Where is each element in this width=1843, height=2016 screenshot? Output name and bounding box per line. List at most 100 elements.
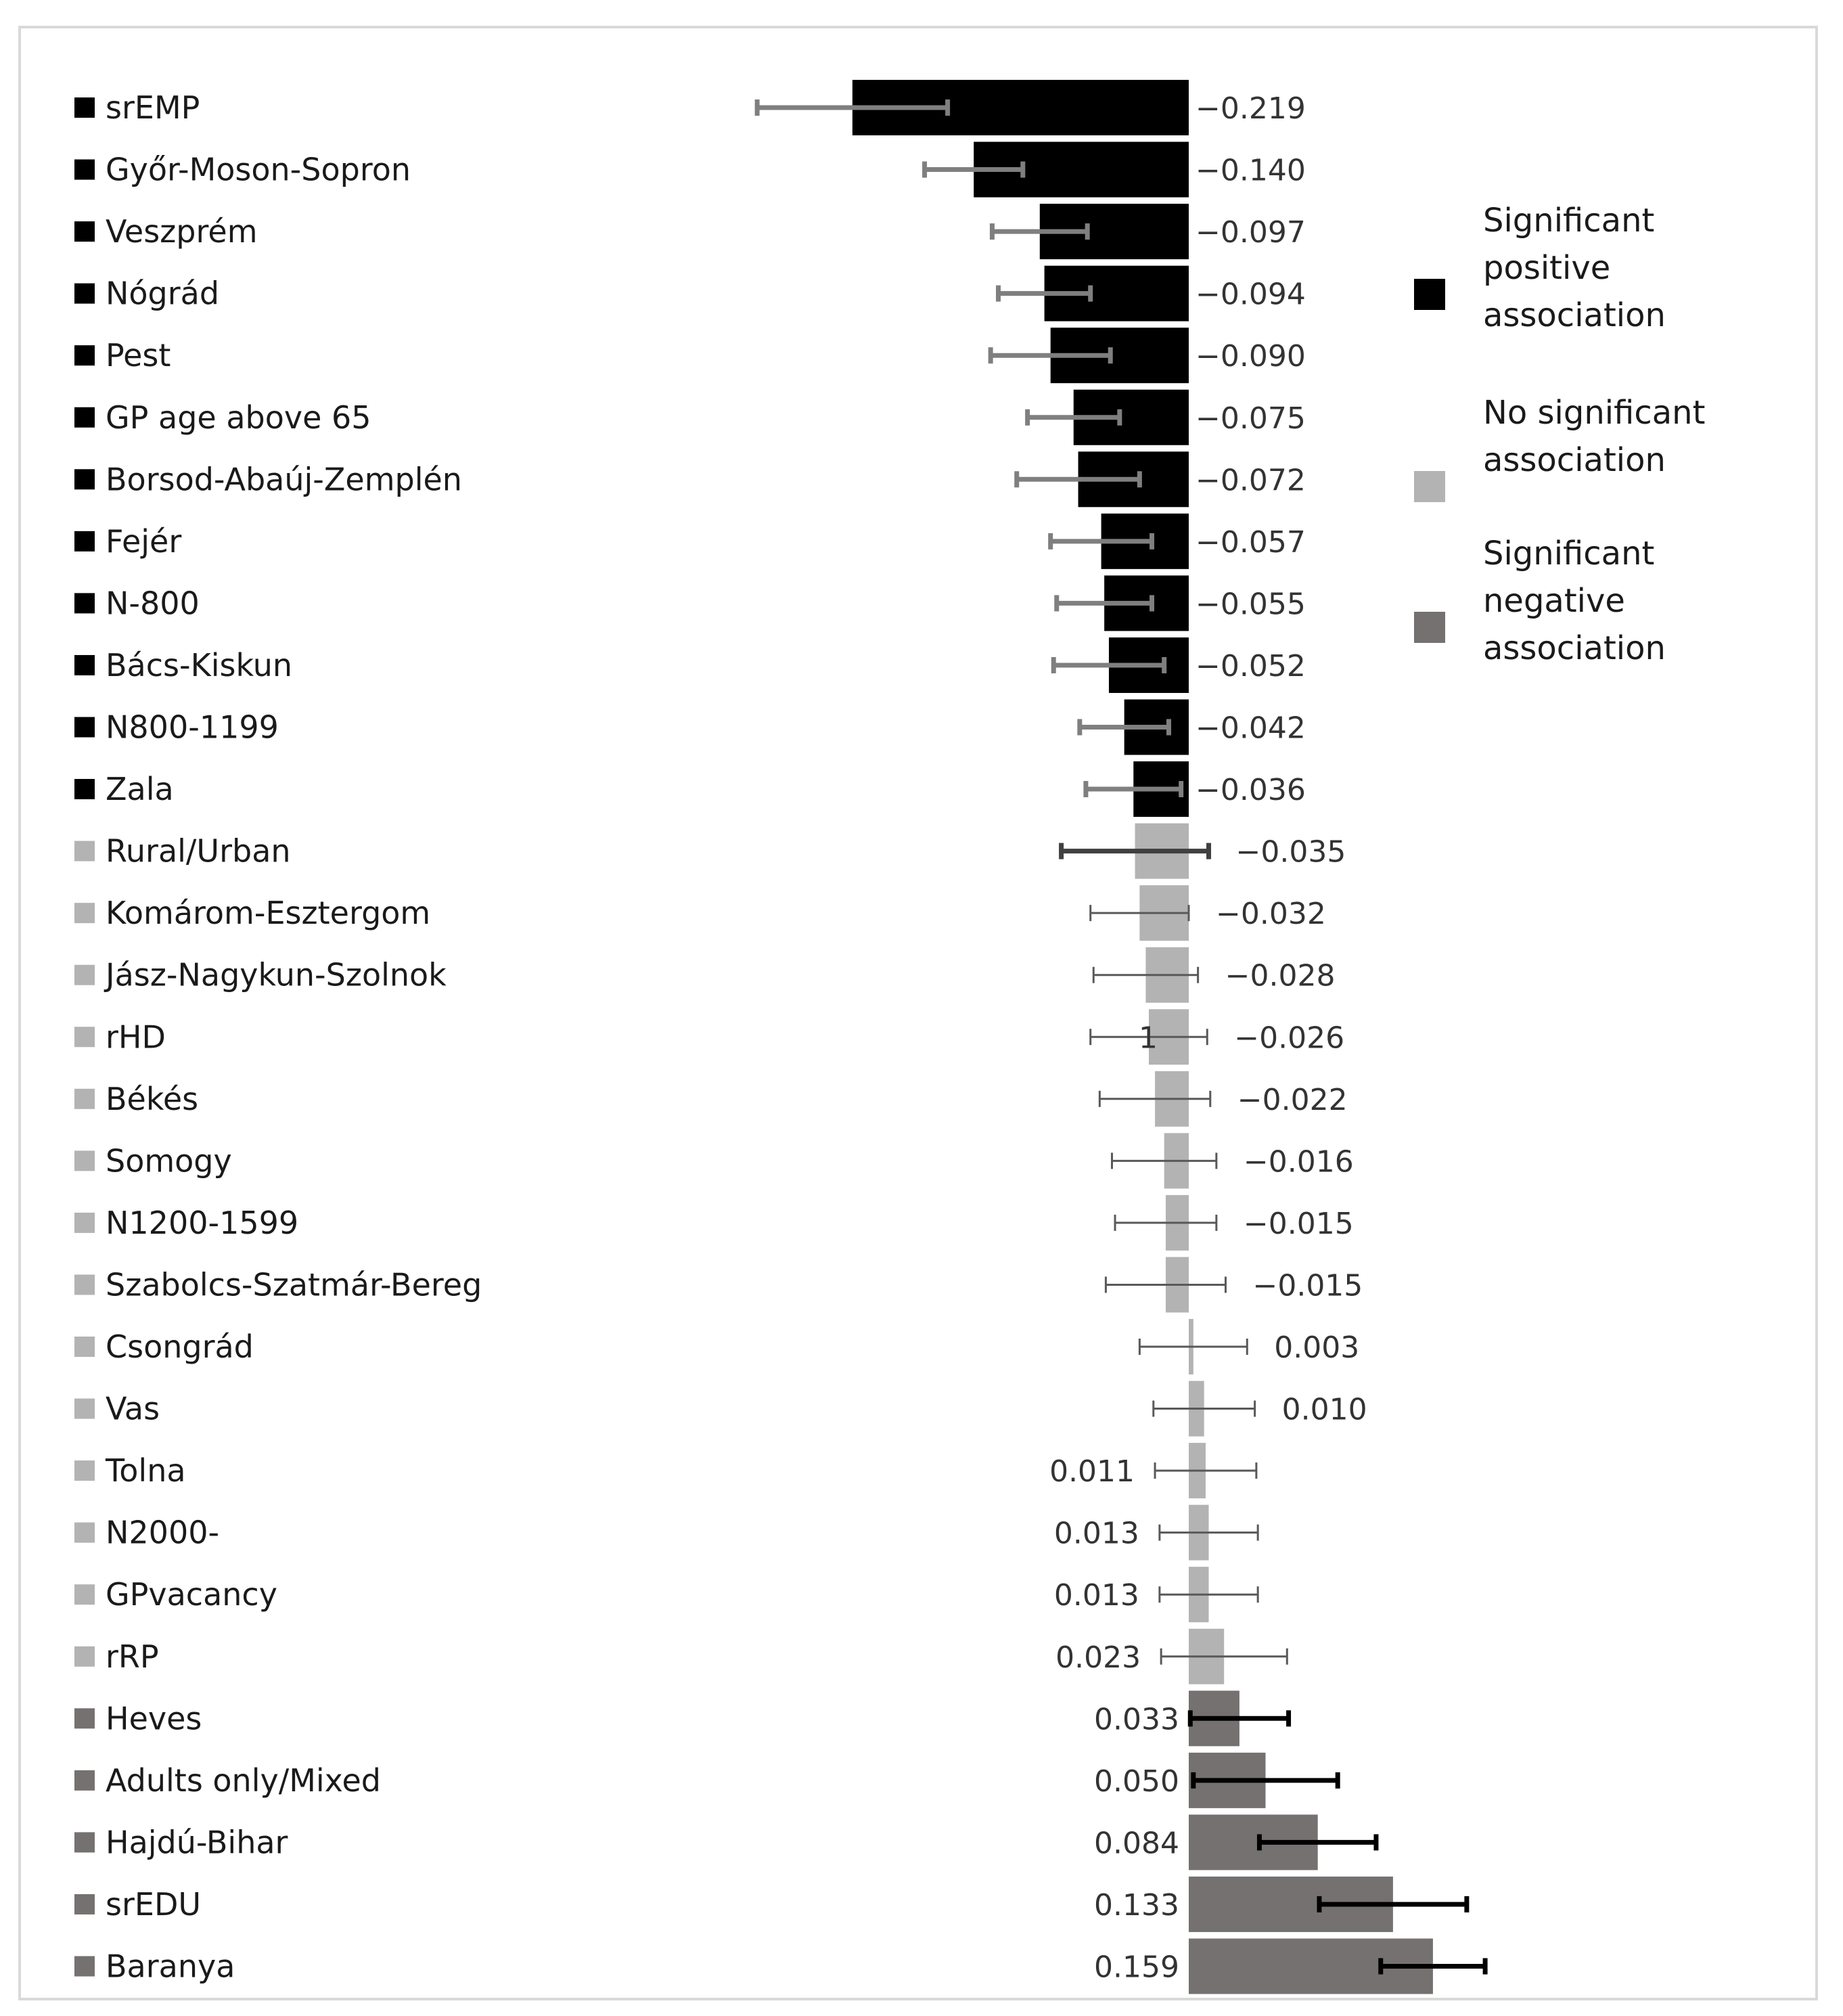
category-marker (74, 1088, 95, 1109)
error-bar (1092, 966, 1200, 983)
category-marker (74, 1522, 95, 1543)
value-label: 0.159 (1094, 1950, 1179, 1985)
category-label: Veszprém (106, 213, 258, 250)
error-bar (1014, 471, 1142, 488)
category-marker (74, 841, 95, 861)
legend-text: association (1483, 441, 1666, 479)
error-bar (1191, 1772, 1340, 1789)
category-label: N-800 (106, 585, 200, 621)
category-marker (74, 221, 95, 242)
value-label: −0.052 (1196, 649, 1306, 684)
legend-item: Significant positive association (1414, 202, 1666, 334)
category-marker (74, 1894, 95, 1914)
error-bar (1114, 1214, 1218, 1231)
category-label: Győr-Moson-Sopron (106, 152, 411, 188)
category-marker (74, 1337, 95, 1357)
category-marker (74, 654, 95, 675)
legend-text: negative (1483, 582, 1625, 620)
category-label: Pest (106, 337, 170, 374)
error-bar (1098, 1090, 1212, 1107)
error-bar (996, 285, 1093, 302)
legend-text: Significant (1483, 202, 1654, 240)
category-label: N1200-1599 (106, 1205, 298, 1241)
value-label: −0.055 (1196, 587, 1306, 621)
category-marker (74, 97, 95, 118)
category-marker (74, 1708, 95, 1729)
value-label: 0.023 (1055, 1640, 1141, 1675)
error-bar (922, 161, 1026, 178)
category-label: srEMP (106, 89, 200, 126)
error-bar (989, 223, 1090, 240)
error-bar (1083, 781, 1184, 798)
value-label: −0.090 (1196, 339, 1306, 374)
value-label: −0.057 (1196, 525, 1306, 560)
category-label: Tolna (105, 1452, 186, 1489)
category-label: Adults only/Mixed (106, 1762, 381, 1799)
category-label: N800-1199 (106, 709, 279, 746)
error-bar (1158, 1524, 1259, 1541)
error-bar (1378, 1958, 1488, 1975)
error-bar (1160, 1648, 1288, 1665)
category-label: Heves (106, 1700, 202, 1737)
legend-text: Significant (1483, 535, 1654, 573)
category-marker (74, 469, 95, 490)
category-marker (74, 1150, 95, 1171)
category-label: Zala (106, 771, 174, 807)
value-label: −0.072 (1196, 463, 1306, 497)
value-label: −0.028 (1225, 959, 1336, 993)
value-label: −0.075 (1196, 401, 1306, 436)
category-marker (74, 1274, 95, 1295)
error-bar (1111, 1152, 1218, 1169)
error-bar (1089, 1029, 1208, 1046)
category-marker (74, 903, 95, 924)
category-marker (74, 1832, 95, 1853)
value-label: 0.133 (1094, 1888, 1179, 1923)
legend-text: association (1483, 629, 1666, 667)
category-label: Hajdú-Bihar (106, 1824, 288, 1860)
value-label: −0.015 (1252, 1268, 1363, 1303)
value-label: −0.094 (1196, 277, 1306, 312)
category-label: Borsod-Abaúj-Zemplén (106, 461, 462, 497)
category-marker (74, 1646, 95, 1667)
value-label: 0.084 (1094, 1826, 1179, 1860)
value-label: −0.042 (1196, 711, 1306, 746)
value-label: −0.140 (1196, 154, 1306, 188)
category-marker (74, 779, 95, 800)
error-bar (1051, 656, 1167, 673)
error-bar (1152, 1400, 1256, 1417)
category-marker (74, 593, 95, 614)
category-marker (74, 1460, 95, 1481)
value-label: 0.013 (1054, 1517, 1139, 1551)
error-bar (1104, 1276, 1227, 1293)
error-bar (1089, 905, 1190, 922)
category-label: rHD (106, 1018, 166, 1055)
legend-item: No significant association (1414, 394, 1705, 502)
category-marker (74, 1770, 95, 1791)
category-marker (74, 717, 95, 738)
category-label: Vas (106, 1391, 160, 1427)
value-label: 0.010 (1282, 1393, 1367, 1427)
category-marker (74, 1398, 95, 1419)
error-bar (1048, 533, 1155, 550)
category-marker (74, 1027, 95, 1048)
legend-item: Significant negative association (1414, 535, 1666, 667)
category-label: GP age above 65 (106, 399, 371, 436)
category-label: srEDU (106, 1886, 201, 1923)
legend-text: positive (1483, 249, 1610, 287)
value-label: 0.003 (1274, 1330, 1359, 1365)
error-bars-layer (754, 99, 1488, 1975)
error-bar (1054, 595, 1155, 612)
value-label: −0.035 (1236, 835, 1346, 870)
value-label: −0.015 (1244, 1207, 1354, 1241)
category-label: Baranya (106, 1948, 235, 1985)
category-marker (74, 159, 95, 180)
category-label: Rural/Urban (106, 833, 291, 870)
error-bar (1158, 1586, 1259, 1603)
error-bar (754, 99, 951, 116)
category-label: Jász-Nagykun-Szolnok (104, 957, 447, 993)
error-bar (1077, 719, 1171, 736)
category-label: GPvacancy (106, 1576, 277, 1613)
legend-text: association (1483, 296, 1666, 334)
value-label: 0.033 (1094, 1702, 1179, 1737)
